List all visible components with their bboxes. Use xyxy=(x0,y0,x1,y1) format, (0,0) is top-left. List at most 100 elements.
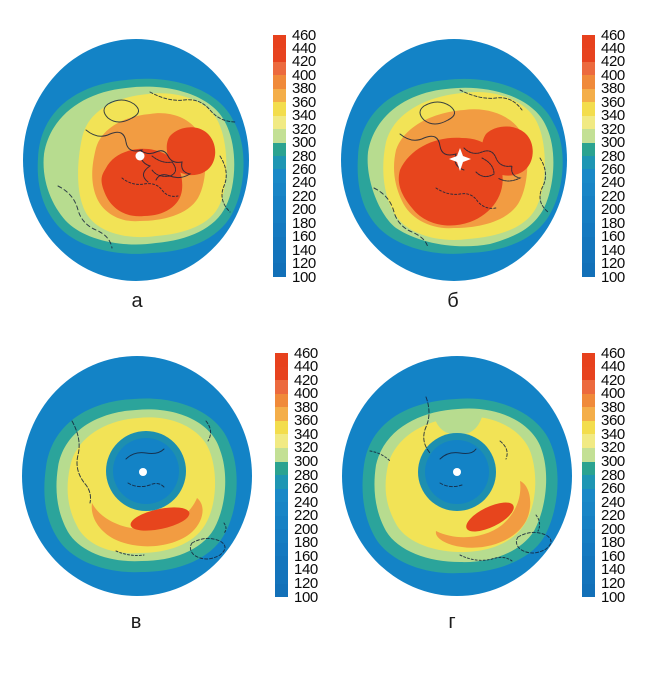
colorbar-tick-440: 440 xyxy=(292,39,316,57)
colorbar-band-140-160 xyxy=(275,556,288,570)
colorbar-tick-160: 160 xyxy=(292,228,316,246)
colorbar-band-300-320 xyxy=(275,447,288,462)
colorbar-band-260-280 xyxy=(273,155,286,170)
colorbar-tick-200: 200 xyxy=(601,201,625,219)
pole-marker-dot xyxy=(139,468,147,476)
colorbar-tick-100: 100 xyxy=(601,588,625,606)
colorbar-strip xyxy=(582,353,595,598)
colorbar-band-260-280 xyxy=(275,475,288,489)
colorbar-band-160-180 xyxy=(275,542,288,557)
colorbar-tick-300: 300 xyxy=(601,452,625,470)
colorbar-band-180-200 xyxy=(582,529,595,543)
coastlines xyxy=(57,91,237,249)
colorbar-tick-380: 380 xyxy=(292,80,316,98)
colorbar-band-360-380 xyxy=(582,407,595,421)
colorbar-band-300-320 xyxy=(582,129,595,143)
colorbar-tick-280: 280 xyxy=(601,147,625,165)
colorbar-band-160-180 xyxy=(582,542,595,557)
colorbar-b: 460 440 420 400 380 360 340 320 300 280 260 240 220 2… xyxy=(582,28,640,285)
colorbar-tick-340: 340 xyxy=(601,107,625,125)
colorbar-tick-280: 280 xyxy=(294,466,318,484)
colorbar-band-400-420 xyxy=(275,380,288,394)
colorbar-tick-100: 100 xyxy=(292,268,316,286)
colorbar-tick-320: 320 xyxy=(601,439,625,457)
colorbar-band-160-180 xyxy=(273,223,286,237)
colorbar-band-260-280 xyxy=(582,475,595,489)
colorbar-band-360-380 xyxy=(582,88,595,103)
colorbar-tick-180: 180 xyxy=(292,214,316,232)
colorbar-tick-440: 440 xyxy=(601,39,625,57)
colorbar-band-200-220 xyxy=(582,515,595,530)
colorbar-band-280-300 xyxy=(275,461,288,476)
colorbar-tick-120: 120 xyxy=(294,574,318,592)
colorbar-tick-340: 340 xyxy=(292,107,316,125)
colorbar-band-100-120 xyxy=(273,263,286,277)
colorbar-tick-320: 320 xyxy=(292,120,316,138)
map-panel-a xyxy=(22,38,250,283)
colorbar-band-320-340 xyxy=(582,434,595,448)
green-tongue-region xyxy=(434,412,482,435)
colorbar-band-320-340 xyxy=(273,115,286,130)
colorbar-tick-360: 360 xyxy=(292,93,316,111)
colorbar-band-320-340 xyxy=(582,115,595,130)
colorbar-tick-200: 200 xyxy=(294,520,318,538)
colorbar-tick-140: 140 xyxy=(601,241,625,259)
pole-marker-star xyxy=(449,148,471,171)
colorbar-tick-240: 240 xyxy=(294,493,318,511)
colorbar-band-400-420 xyxy=(582,61,595,76)
ozone-map-v xyxy=(22,356,252,596)
colorbar-tick-300: 300 xyxy=(601,134,625,152)
colorbar-band-400-420 xyxy=(582,380,595,394)
colorbar-band-420-440 xyxy=(275,366,288,381)
colorbar-band-120-140 xyxy=(273,250,286,264)
colorbar-tick-300: 300 xyxy=(294,452,318,470)
colorbar-band-100-120 xyxy=(275,583,288,598)
colorbar-tick-220: 220 xyxy=(601,187,625,205)
panel-label-b: б xyxy=(447,290,459,312)
colorbar-band-240-260 xyxy=(273,169,286,183)
colorbar-band-240-260 xyxy=(582,169,595,183)
orange-crescent-region xyxy=(435,481,531,548)
colorbar-tick-120: 120 xyxy=(292,255,316,273)
colorbar-tick-280: 280 xyxy=(601,466,625,484)
colorbar-tick-440: 440 xyxy=(294,358,318,376)
coastlines xyxy=(71,420,227,560)
colorbar-tick-100: 100 xyxy=(294,588,318,606)
colorbar-tick-220: 220 xyxy=(601,507,625,525)
pole-marker-dot xyxy=(135,151,145,161)
colorbar-strip xyxy=(273,35,286,277)
colorbar-band-180-200 xyxy=(275,529,288,543)
colorbar-band-200-220 xyxy=(275,515,288,530)
colorbar-tick-340: 340 xyxy=(294,425,318,443)
ozone-map-b xyxy=(341,39,567,281)
colorbar-tick-160: 160 xyxy=(601,228,625,246)
colorbar-tick-340: 340 xyxy=(601,425,625,443)
colorbar-band-440-460 xyxy=(582,35,595,49)
colorbar-band-280-300 xyxy=(582,142,595,156)
colorbar-band-340-360 xyxy=(582,420,595,435)
colorbar-tick-220: 220 xyxy=(292,187,316,205)
colorbar-band-340-360 xyxy=(273,102,286,116)
map-panel-v xyxy=(20,355,254,598)
colorbar-band-420-440 xyxy=(582,48,595,62)
panel-label-v: в xyxy=(130,611,142,633)
colorbar-tick-160: 160 xyxy=(294,547,318,565)
colorbar-band-200-220 xyxy=(582,196,595,210)
colorbar-band-120-140 xyxy=(582,570,595,584)
colorbar-tick-380: 380 xyxy=(601,80,625,98)
colorbar-tick-360: 360 xyxy=(601,412,625,430)
colorbar-band-140-160 xyxy=(582,556,595,570)
colorbar-band-120-140 xyxy=(582,250,595,264)
colorbar-tick-320: 320 xyxy=(294,439,318,457)
colorbar-tick-140: 140 xyxy=(601,561,625,579)
colorbar-tick-420: 420 xyxy=(292,53,316,71)
colorbar-band-360-380 xyxy=(273,88,286,103)
colorbar-band-340-360 xyxy=(275,420,288,435)
colorbar-tick-440: 440 xyxy=(601,358,625,376)
colorbar-tick-180: 180 xyxy=(294,534,318,552)
colorbar-strip xyxy=(275,353,288,598)
colorbar-tick-300: 300 xyxy=(292,134,316,152)
colorbar-tick-260: 260 xyxy=(601,160,625,178)
red-core-region xyxy=(130,507,190,531)
colorbar-band-420-440 xyxy=(273,48,286,62)
